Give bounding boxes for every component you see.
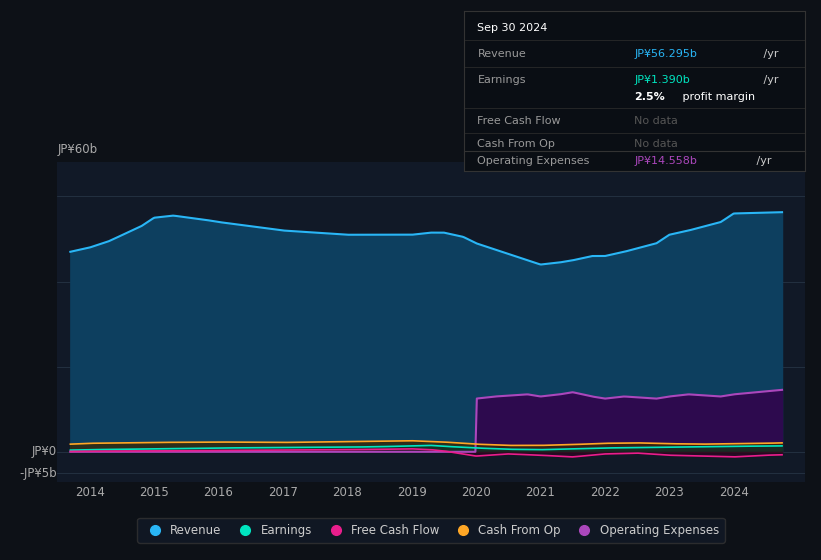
Legend: Revenue, Earnings, Free Cash Flow, Cash From Op, Operating Expenses: Revenue, Earnings, Free Cash Flow, Cash … xyxy=(137,518,725,543)
Text: JP¥14.558b: JP¥14.558b xyxy=(635,156,697,166)
Text: Sep 30 2024: Sep 30 2024 xyxy=(478,24,548,34)
Text: JP¥56.295b: JP¥56.295b xyxy=(635,49,697,59)
Text: No data: No data xyxy=(635,139,678,149)
Text: No data: No data xyxy=(635,116,678,126)
Text: profit margin: profit margin xyxy=(678,92,754,102)
Text: Revenue: Revenue xyxy=(478,49,526,59)
Text: JP¥60b: JP¥60b xyxy=(57,143,98,156)
Text: Operating Expenses: Operating Expenses xyxy=(478,156,589,166)
Text: -JP¥5b: -JP¥5b xyxy=(19,466,57,479)
Text: Free Cash Flow: Free Cash Flow xyxy=(478,116,561,126)
Text: /yr: /yr xyxy=(760,74,779,85)
Text: Cash From Op: Cash From Op xyxy=(478,139,555,149)
Text: JP¥0: JP¥0 xyxy=(31,445,57,458)
Text: 2.5%: 2.5% xyxy=(635,92,665,102)
Text: /yr: /yr xyxy=(754,156,772,166)
Text: Earnings: Earnings xyxy=(478,74,526,85)
Text: /yr: /yr xyxy=(760,49,779,59)
Text: JP¥1.390b: JP¥1.390b xyxy=(635,74,690,85)
